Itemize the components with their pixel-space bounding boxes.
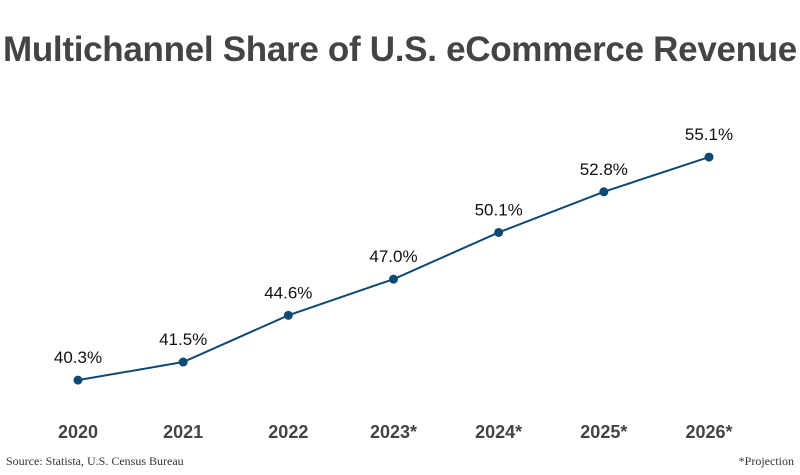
x-tick-label: 2021: [163, 422, 203, 442]
data-label: 52.8%: [580, 160, 628, 179]
data-point: [704, 152, 714, 162]
data-label: 55.1%: [685, 125, 733, 144]
x-tick-label: 2025*: [580, 422, 627, 442]
x-tick-label: 2023*: [370, 422, 417, 442]
x-tick-label: 2026*: [685, 422, 732, 442]
chart-title: Multichannel Share of U.S. eCommerce Rev…: [3, 30, 797, 69]
data-label: 41.5%: [159, 330, 207, 349]
data-label: 40.3%: [54, 348, 102, 367]
x-tick-label: 2024*: [475, 422, 522, 442]
data-point: [73, 375, 83, 385]
data-point: [599, 187, 609, 197]
data-point: [494, 227, 504, 237]
data-point: [389, 274, 398, 284]
x-tick-label: 2020: [58, 422, 98, 442]
data-point: [178, 357, 188, 367]
x-tick-label: 2022: [268, 422, 308, 442]
data-label: 50.1%: [475, 200, 523, 219]
data-label: 47.0%: [369, 247, 417, 266]
projection-note: *Projection: [738, 454, 794, 468]
source-note: Source: Statista, U.S. Census Bureau: [6, 454, 184, 468]
data-point: [283, 310, 293, 320]
data-label: 44.6%: [264, 283, 312, 302]
